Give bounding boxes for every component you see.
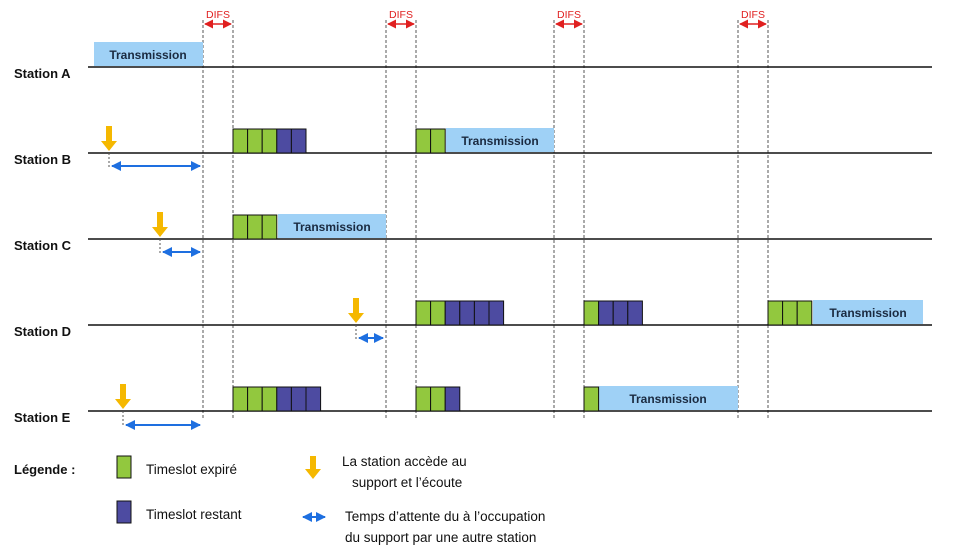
timeslot-expired [415, 300, 432, 326]
legend: Légende : Timeslot expiré Timeslot resta… [14, 454, 545, 545]
difs-markers: DIFS DIFS DIFS DIFS [204, 9, 767, 29]
timeslot-expired [583, 386, 600, 412]
timeslot-remaining [444, 300, 461, 326]
station-lines [88, 66, 932, 412]
wait-arrows [111, 161, 384, 430]
timeslot-remaining [598, 300, 614, 326]
timeslot-remaining [612, 300, 629, 326]
legend-title: Légende : [14, 462, 75, 477]
legend-access-line1: La station accède au [342, 454, 467, 469]
transmission-bar-e [599, 386, 738, 410]
timeslot-expired [430, 300, 446, 326]
transmission-label: Transmission [293, 220, 370, 234]
legend-wait-line2: du support par une autre station [345, 530, 536, 545]
difs-label: DIFS [557, 9, 581, 21]
timeslot-remaining [444, 386, 461, 412]
timeslot-expired [430, 386, 446, 412]
transmission-bar-c [278, 214, 386, 238]
transmissions: Transmission Transmission Transmission T… [94, 42, 923, 410]
station-labels: Station A Station B Station C Station D … [14, 66, 72, 425]
transmission-bar-d [813, 300, 923, 324]
timeslot-remaining [276, 386, 292, 412]
timeslot-expired [232, 386, 249, 412]
difs-label: DIFS [741, 9, 765, 21]
timeslot-remaining [473, 300, 490, 326]
station-e-label: Station E [14, 410, 71, 425]
timeslot-expired [261, 214, 278, 240]
timeslot-expired [232, 214, 249, 240]
timeslot-expired [232, 128, 249, 154]
access-arrow-icon [152, 212, 168, 237]
timeslot-expired [796, 300, 813, 326]
access-dash [108, 153, 357, 426]
legend-wait-line1: Temps d’attente du à l’occupation [345, 509, 545, 524]
transmission-label: Transmission [629, 392, 706, 406]
difs-label: DIFS [206, 9, 230, 21]
timeslot-remaining [459, 300, 475, 326]
access-arrow-icon [101, 126, 117, 151]
timeslot-remaining [290, 128, 307, 154]
station-b-label: Station B [14, 152, 71, 167]
timeslot-expired [767, 300, 784, 326]
station-a-label: Station A [14, 66, 71, 81]
timeslot-remaining [290, 386, 307, 412]
legend-access-line2: support et l’écoute [352, 475, 462, 490]
access-arrow-icon [115, 384, 131, 409]
timeslot-expired [247, 214, 263, 240]
access-arrow-icon [305, 456, 321, 479]
legend-expired-swatch [116, 455, 132, 479]
timeslot-remaining [305, 386, 322, 412]
timeslot-remaining [488, 300, 505, 326]
transmission-label: Transmission [109, 48, 186, 62]
timeslot-expired [583, 300, 600, 326]
difs-label: DIFS [389, 9, 413, 21]
transmission-bar-a [94, 42, 203, 66]
timeslots [232, 128, 813, 412]
timeslot-expired [415, 128, 432, 154]
transmission-label: Transmission [829, 306, 906, 320]
timeslot-expired [247, 128, 263, 154]
timeslot-expired [247, 386, 263, 412]
timeslot-remaining [276, 128, 292, 154]
legend-remaining-swatch [116, 500, 132, 524]
transmission-label: Transmission [461, 134, 538, 148]
timeslot-remaining [627, 300, 643, 326]
access-arrow-icon [348, 298, 364, 323]
timeslot-expired [782, 300, 798, 326]
station-d-label: Station D [14, 324, 71, 339]
station-c-label: Station C [14, 238, 72, 253]
legend-expired-label: Timeslot expiré [146, 462, 237, 477]
timeslot-expired [261, 128, 278, 154]
timeslot-expired [430, 128, 446, 154]
access-markers [101, 126, 364, 409]
transmission-bar-b [446, 128, 554, 152]
legend-remaining-label: Timeslot restant [146, 507, 242, 522]
timeslot-expired [415, 386, 432, 412]
timeslot-expired [261, 386, 278, 412]
